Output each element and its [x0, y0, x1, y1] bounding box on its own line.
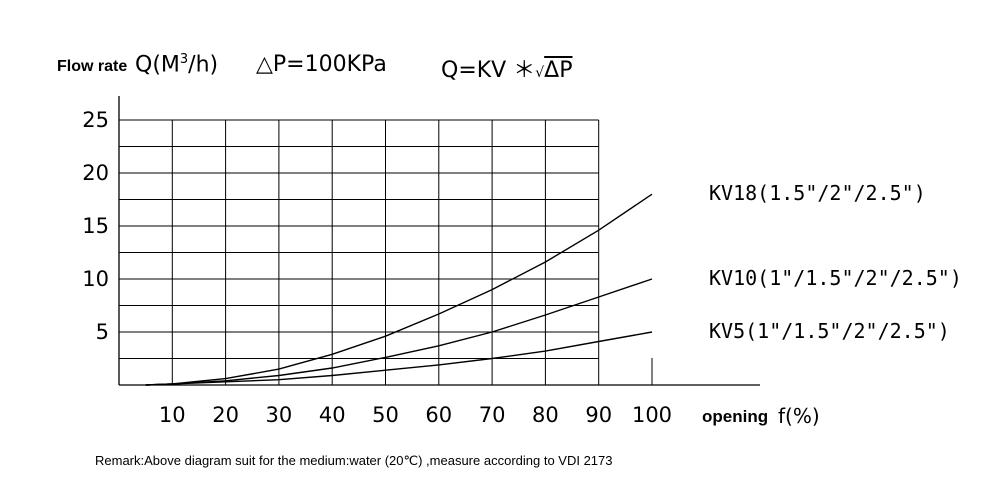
x-tick-label: 70 — [479, 403, 506, 427]
remark-note: Remark:Above diagram suit for the medium… — [95, 453, 613, 468]
y-axis-unit-end: /h) — [188, 52, 219, 78]
x-tick-label: 30 — [266, 403, 293, 427]
y-tick-label: 5 — [96, 320, 109, 344]
y-tick-label: 25 — [82, 108, 109, 132]
y-axis-unit-exponent: 3 — [179, 52, 189, 67]
x-tick-label: 10 — [159, 403, 186, 427]
y-tick-label: 20 — [82, 161, 109, 185]
x-tick-label: 80 — [532, 403, 559, 427]
y-axis-label: Flow rate — [57, 58, 128, 75]
x-axis-label: opening — [702, 407, 768, 426]
x-tick-label: 60 — [425, 403, 452, 427]
series-label-1: KV18(1.5"/2"/2.5") — [709, 181, 926, 205]
series-label-2: KV10(1"/1.5"/2"/2.5") — [709, 266, 962, 290]
formula-radicand: ΔP — [544, 58, 573, 83]
series-line-1 — [145, 193, 653, 386]
y-tick-label: 10 — [82, 267, 109, 291]
x-tick-label: 90 — [585, 403, 612, 427]
formula-root-sign: √ — [535, 65, 545, 81]
chart-header: Flow rate Q(M3/h) △P=100KPa Q=KV ＊√ΔP — [0, 52, 1000, 84]
formula-prefix: Q=KV ＊ — [441, 58, 536, 83]
y-tick-label: 15 — [82, 214, 109, 238]
series-line-3 — [145, 331, 653, 386]
y-axis-unit: Q(M3/h) — [135, 52, 218, 77]
x-axis-unit: f(%) — [778, 404, 820, 428]
flow-formula: Q=KV ＊√ΔP — [441, 52, 572, 84]
y-axis-unit-text: Q(M — [135, 52, 180, 78]
series-label-3: KV5(1"/1.5"/2"/2.5") — [709, 319, 950, 343]
x-tick-label: 100 — [632, 403, 672, 427]
pressure-condition: △P=100KPa — [256, 52, 387, 77]
x-tick-label: 20 — [212, 403, 239, 427]
x-tick-label: 40 — [319, 403, 346, 427]
x-tick-label: 50 — [372, 403, 399, 427]
